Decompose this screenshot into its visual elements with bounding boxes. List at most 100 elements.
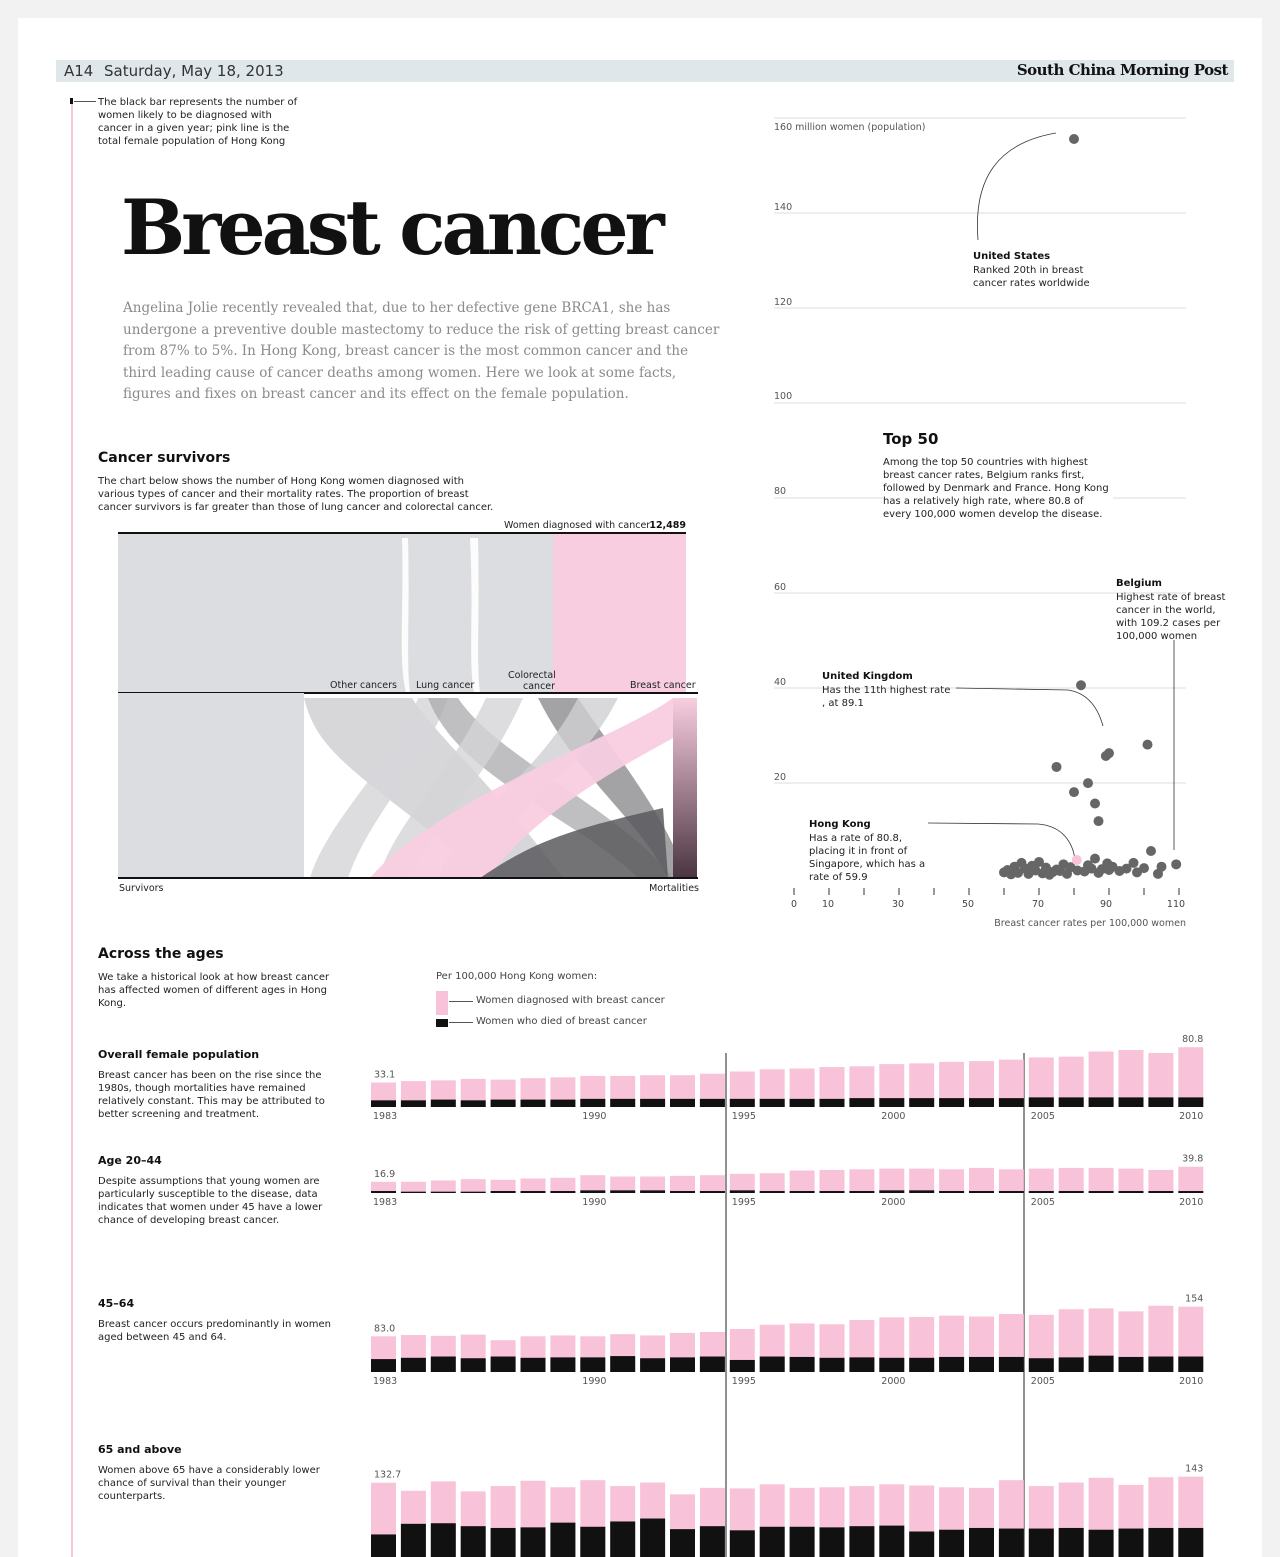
year-label: 2000 (881, 1111, 905, 1122)
cat-breast-cancer: Breast cancer (630, 680, 696, 691)
newspaper-name: South China Morning Post (1016, 61, 1229, 79)
died-bar (430, 1099, 456, 1107)
died-bar (998, 1356, 1024, 1372)
legend-diagnosed-swatch (436, 991, 448, 1015)
group-45-64-desc: 45–64 Breast cancer occurs predominantly… (98, 1297, 348, 1344)
died-bar (670, 1529, 695, 1557)
belgium-callout: Belgium Highest rate of breast cancer in… (1116, 578, 1226, 643)
first-value-label: 33.1 (374, 1070, 395, 1081)
died-bar (580, 1098, 606, 1107)
died-bar (879, 1357, 905, 1372)
us-title: United States (973, 251, 1051, 262)
year-label: 2000 (881, 1197, 905, 1208)
died-bar (1118, 1528, 1144, 1557)
died-bar (1178, 1527, 1204, 1557)
scatter-points (999, 134, 1182, 880)
year-label: 1990 (582, 1111, 606, 1122)
died-bar (550, 1522, 576, 1557)
lung-survivor-flow (378, 698, 523, 878)
year-label: 1983 (373, 1376, 397, 1387)
year-label: 2000 (881, 1376, 905, 1387)
died-bar (580, 1190, 606, 1193)
died-bar (520, 1527, 546, 1557)
hk-callout: Hong Kong Has a rate of 80.8, placing it… (809, 819, 939, 884)
diagnosed-bar (998, 1169, 1024, 1193)
died-bar (879, 1525, 905, 1557)
diagnosed-bar (849, 1169, 875, 1193)
country-point (1156, 861, 1167, 872)
diagnosed-bar (759, 1173, 785, 1193)
died-bar (699, 1191, 725, 1193)
last-value-label: 154 (1185, 1294, 1203, 1305)
first-value-label: 83.0 (374, 1323, 395, 1334)
died-bar (1058, 1527, 1084, 1557)
year-label: 2005 (1031, 1111, 1055, 1122)
diagnosed-bar (1178, 1047, 1204, 1107)
age-group-chart: 16.9 39.8 1983 1990 1995 2000 2005 2010 (371, 1154, 1204, 1208)
legend-died-leader (449, 1022, 473, 1023)
uk-leader-line (955, 687, 1104, 727)
diagnosed-bar (490, 1179, 516, 1193)
year-label: 1995 (732, 1376, 756, 1387)
cat-other-cancers: Other cancers (330, 680, 397, 691)
group-title: Overall female population (98, 1048, 260, 1061)
country-point (1128, 857, 1139, 868)
died-bar (371, 1359, 396, 1372)
survivors-label: Survivors (119, 883, 164, 894)
died-bar (580, 1357, 606, 1372)
died-bar (1028, 1358, 1054, 1372)
y-tick-80: 80 (774, 486, 786, 497)
x-tick-10: 10 (822, 899, 834, 910)
us-text: Ranked 20th in breast cancer rates world… (973, 265, 1090, 289)
died-bar (819, 1191, 845, 1193)
country-point (1090, 798, 1100, 809)
country-point (1146, 846, 1156, 857)
year-label: 1990 (582, 1376, 606, 1387)
diagnosed-bar (580, 1175, 606, 1193)
diagnosed-bar (1028, 1168, 1054, 1193)
died-bar (550, 1357, 576, 1372)
year-label: 2005 (1031, 1376, 1055, 1387)
died-bar (789, 1356, 815, 1372)
belgium-title: Belgium (1116, 578, 1162, 589)
age-group-chart: 83.0 154 1983 1990 1995 2000 2005 2010 (371, 1294, 1204, 1387)
country-point (1069, 787, 1079, 798)
died-bar (879, 1098, 905, 1107)
y-tick-60: 60 (774, 582, 786, 593)
diagnosed-bar (520, 1178, 546, 1193)
died-bar (699, 1526, 725, 1557)
first-value-label: 132.7 (374, 1470, 401, 1481)
group-65-desc: 65 and above Women above 65 have a consi… (98, 1443, 348, 1503)
died-bar (699, 1356, 725, 1372)
died-bar (759, 1526, 785, 1557)
cat-lung-cancer: Lung cancer (416, 680, 474, 691)
died-bar (1118, 1356, 1144, 1372)
belgium-text: Highest rate of breast cancer in the wor… (1116, 592, 1226, 642)
diagnosed-bar (969, 1167, 994, 1193)
died-bar (400, 1523, 426, 1557)
died-bar (610, 1521, 636, 1557)
year-label: 2010 (1179, 1376, 1203, 1387)
page-number: A14 (64, 62, 94, 80)
top50-text: Among the top 50 countries with highest … (883, 457, 1109, 520)
died-bar (670, 1357, 695, 1372)
group-overall-desc: Overall female population Breast cancer … (98, 1048, 348, 1121)
ages-bar-charts: 33.1 80.8 1983 1990 1995 2000 2005 2010 16.9 39.8… (371, 1034, 1204, 1557)
legend-diagnosed-label: Women diagnosed with breast cancer (476, 995, 665, 1006)
died-bar (759, 1356, 785, 1372)
us-leader-line (976, 132, 1057, 241)
hk-leader-line (927, 822, 1076, 861)
breast-flow-edge (553, 533, 563, 693)
died-bar (849, 1098, 875, 1107)
died-bar (640, 1098, 666, 1107)
diagnosed-bar (550, 1177, 576, 1193)
country-point (1121, 863, 1132, 874)
died-bar (998, 1191, 1024, 1193)
diagnosed-bar (1178, 1166, 1204, 1193)
country-point (1076, 680, 1086, 691)
x-tick-110: 110 (1167, 899, 1185, 910)
died-bar (939, 1529, 965, 1557)
year-label: 1995 (732, 1111, 756, 1122)
died-bar (969, 1527, 994, 1557)
diagnosed-bar (789, 1170, 815, 1193)
